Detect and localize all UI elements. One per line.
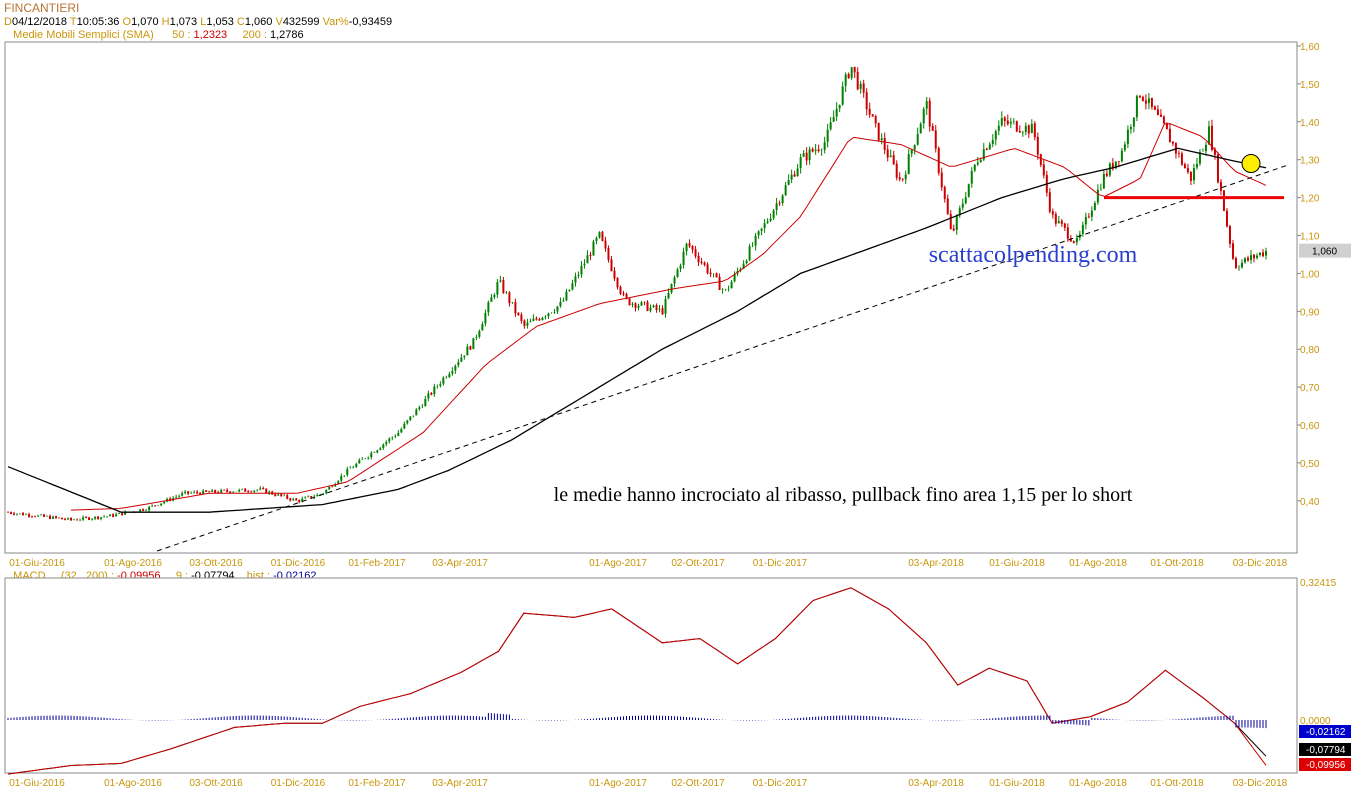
sma50-value: 1,2323 (193, 29, 228, 41)
macd-box (1299, 758, 1351, 771)
last-price-label: 1,060 (1312, 247, 1337, 258)
d-label: D (4, 16, 12, 28)
var-value: -0,93459 (348, 16, 393, 28)
l-label: L (200, 16, 207, 28)
watermark-text: scattacolpending.com (929, 242, 1138, 268)
date-label: 01-Giu-2016 (9, 558, 65, 569)
low-value: 1,053 (206, 16, 234, 28)
close-value: 1,060 (244, 16, 273, 28)
open-value: 1,070 (131, 16, 159, 28)
date-label: 02-Ott-2017 (671, 558, 725, 569)
date-label: 03-Apr-2017 (432, 558, 488, 569)
signal-box-label: -0,07794 (1306, 745, 1346, 756)
signal-box (1299, 743, 1351, 756)
sma200-label: 200 : (242, 29, 267, 41)
price-tick-label: 1,50 (1300, 80, 1320, 91)
time-value: 10:05:36 (76, 16, 120, 28)
ohlc-row: D04/12/2018 T10:05:36 O1,070 H1,073 L1,0… (4, 16, 392, 28)
high-value: 1,073 (169, 16, 198, 28)
h-label: H (161, 16, 170, 28)
macd-date-label: 03-Dic-2018 (1233, 778, 1288, 789)
comment-text: le medie hanno incrociato al ribasso, pu… (554, 484, 1133, 506)
sma200-line (7, 147, 1267, 513)
sma200-value: 1,2786 (270, 29, 304, 41)
price-panel (4, 41, 1298, 554)
date-label: 01-Ago-2017 (589, 558, 647, 569)
macd-date-label: 01-Dic-2016 (271, 778, 326, 789)
hist-box-label: -0,02162 (1306, 727, 1346, 738)
price-tick-label: 1,20 (1300, 194, 1320, 205)
macd-date-label: 01-Ago-2016 (104, 778, 162, 789)
macd-top-label: 0,32415 (1300, 578, 1337, 589)
v-label: V (275, 16, 283, 28)
price-tick-label: 0,80 (1300, 345, 1320, 356)
macd-date-label: 02-Ott-2017 (671, 778, 725, 789)
date-label: 03-Dic-2018 (1233, 558, 1288, 569)
last-price-box (1299, 243, 1351, 258)
o-label: O (122, 16, 132, 28)
sma50-label: 50 : (172, 29, 191, 41)
macd-date-label: 01-Ott-2018 (1150, 778, 1204, 789)
cross-highlight-circle (1241, 153, 1261, 173)
price-tick-label: 0,70 (1300, 383, 1320, 394)
c-label: C (236, 16, 245, 28)
macd-date-label: 01-Feb-2017 (348, 778, 406, 789)
macd-date-label: 01-Giu-2018 (989, 778, 1045, 789)
sma-row: Medie Mobili Semplici (SMA) 50 : 1,2323 … (4, 29, 304, 41)
price-tick-label: 1,60 (1300, 42, 1320, 53)
macd-date-label: 01-Giu-2016 (9, 778, 65, 789)
price-tick-label: 1,10 (1300, 232, 1320, 243)
chart-title: FINCANTIERI (4, 1, 80, 15)
macd-date-label: 01-Ago-2017 (589, 778, 647, 789)
price-tick-label: 1,40 (1300, 118, 1320, 129)
date-label: 01-Ago-2016 (104, 558, 162, 569)
macd-date-label: 03-Apr-2017 (432, 778, 488, 789)
volume-value: 432599 (282, 16, 320, 28)
trendline (156, 164, 1289, 552)
macd-date-label: 01-Ago-2018 (1069, 778, 1127, 789)
sma50-line (70, 123, 1267, 511)
macd-date-label: 03-Apr-2018 (908, 778, 964, 789)
macd-panel (4, 577, 1298, 774)
date-label: 01-Feb-2017 (348, 558, 406, 569)
price-tick-label: 0,40 (1300, 497, 1320, 508)
macd-date-label: 01-Dic-2017 (753, 778, 808, 789)
date-label: 03-Apr-2018 (908, 558, 964, 569)
date-label: 01-Dic-2016 (271, 558, 326, 569)
macd-date-label: 03-Ott-2016 (189, 778, 243, 789)
price-tick-label: 0,90 (1300, 307, 1320, 318)
macd-box-label: -0,09956 (1306, 760, 1346, 771)
price-tick-label: 0,50 (1300, 459, 1320, 470)
date-value: 04/12/2018 (11, 16, 68, 28)
date-label: 01-Giu-2018 (989, 558, 1045, 569)
hist-box (1299, 725, 1351, 738)
price-tick-label: 1,00 (1300, 269, 1320, 280)
date-label: 01-Dic-2017 (753, 558, 808, 569)
price-tick-label: 0,60 (1300, 421, 1320, 432)
var-label: Var% (322, 16, 349, 28)
sma-label: Medie Mobili Semplici (SMA) (13, 29, 154, 41)
t-label: T (69, 16, 77, 28)
date-label: 03-Ott-2016 (189, 558, 243, 569)
date-label: 01-Ott-2018 (1150, 558, 1204, 569)
price-tick-label: 1,30 (1300, 156, 1320, 167)
macd-zero-label: 0,0000 (1300, 716, 1331, 727)
date-label: 01-Ago-2018 (1069, 558, 1127, 569)
